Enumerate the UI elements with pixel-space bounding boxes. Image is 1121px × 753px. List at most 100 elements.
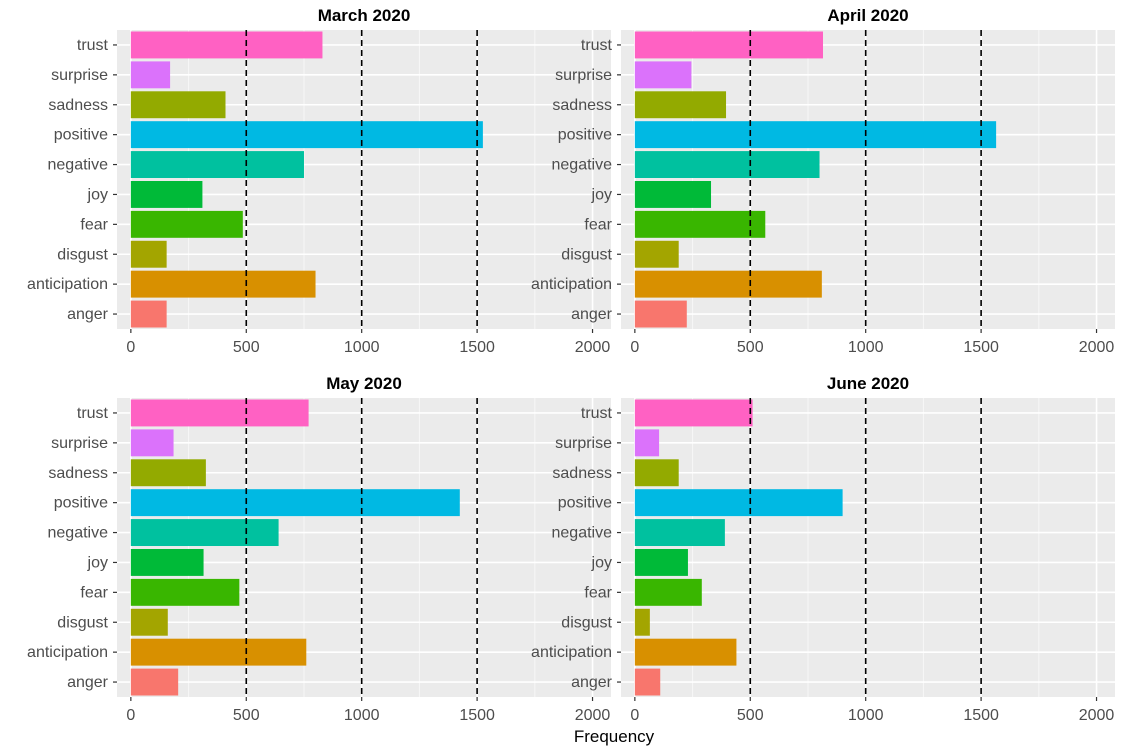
y-tick-label-sadness: sadness [552, 465, 612, 482]
x-tick-label: 1500 [963, 707, 999, 724]
x-tick-label: 1500 [963, 339, 999, 356]
bar-disgust [634, 608, 650, 636]
bar-disgust [130, 240, 167, 268]
y-tick-label-negative: negative [48, 525, 109, 542]
bar-fear [634, 578, 702, 606]
panel-4: trust surprise sadness positive negative joy f… [531, 374, 1115, 724]
y-tick-label-joy: joy [87, 554, 108, 571]
y-tick-label-fear: fear [584, 216, 612, 233]
y-tick-label-anger: anger [571, 306, 613, 323]
x-tick-label: 1000 [848, 339, 884, 356]
y-tick-label-sadness: sadness [552, 97, 612, 114]
x-tick-label: 500 [737, 339, 764, 356]
y-tick-label-joy: joy [87, 186, 108, 203]
y-tick-label-disgust: disgust [57, 246, 108, 263]
y-tick-label-positive: positive [558, 127, 612, 144]
bar-fear [130, 578, 240, 606]
y-tick-label-trust: trust [77, 405, 109, 422]
bar-surprise [130, 429, 174, 457]
y-tick-label-trust: trust [581, 37, 613, 54]
bar-positive [130, 489, 460, 517]
bar-fear [634, 210, 766, 238]
bar-negative [634, 151, 820, 179]
bar-anger [130, 300, 167, 328]
x-tick-label: 0 [630, 707, 639, 724]
y-tick-label-trust: trust [581, 405, 613, 422]
bar-positive [634, 489, 843, 517]
y-tick-label-joy: joy [591, 554, 612, 571]
y-tick-label-fear: fear [584, 584, 612, 601]
y-tick-label-anticipation: anticipation [531, 276, 612, 293]
y-tick-label-anger: anger [571, 674, 613, 691]
bar-disgust [130, 608, 168, 636]
bar-surprise [130, 61, 171, 89]
y-tick-label-sadness: sadness [48, 465, 108, 482]
panel-title: June 2020 [827, 374, 909, 393]
x-tick-label: 1500 [459, 339, 495, 356]
y-tick-label-joy: joy [591, 186, 612, 203]
bar-fear [130, 210, 243, 238]
bar-joy [130, 180, 203, 208]
x-tick-label: 0 [126, 339, 135, 356]
x-tick-label: 0 [126, 707, 135, 724]
y-tick-label-positive: positive [558, 495, 612, 512]
bar-anger [634, 668, 661, 696]
x-tick-label: 2000 [1079, 339, 1115, 356]
y-tick-label-positive: positive [54, 127, 108, 144]
x-tick-label: 1000 [344, 339, 380, 356]
y-tick-label-sadness: sadness [48, 97, 108, 114]
y-tick-label-surprise: surprise [51, 435, 108, 452]
panel-title: March 2020 [318, 6, 411, 25]
bar-negative [130, 151, 304, 179]
y-tick-label-surprise: surprise [555, 67, 612, 84]
y-tick-label-negative: negative [48, 157, 109, 174]
y-tick-label-negative: negative [552, 525, 613, 542]
panel-title: April 2020 [827, 6, 908, 25]
y-tick-label-surprise: surprise [555, 435, 612, 452]
panel-3: trust surprise sadness positive negative joy f… [27, 374, 611, 724]
y-tick-label-trust: trust [77, 37, 109, 54]
bar-positive [130, 121, 483, 149]
y-tick-label-disgust: disgust [57, 614, 108, 631]
x-tick-label: 2000 [575, 339, 611, 356]
y-tick-label-disgust: disgust [561, 614, 612, 631]
bar-sadness [130, 459, 206, 487]
y-tick-label-positive: positive [54, 495, 108, 512]
bar-disgust [634, 240, 679, 268]
panel-2: trust surprise sadness positive negative joy f… [531, 6, 1115, 356]
bar-anger [634, 300, 687, 328]
x-tick-label: 1500 [459, 707, 495, 724]
bar-anticipation [634, 638, 737, 666]
bar-sadness [634, 91, 727, 119]
x-tick-label: 2000 [1079, 707, 1115, 724]
bar-positive [634, 121, 997, 149]
panel-1: trust surprise sadness positive negative joy f… [27, 6, 611, 356]
bar-sadness [130, 91, 226, 119]
x-tick-label: 500 [233, 707, 260, 724]
y-tick-label-anticipation: anticipation [531, 644, 612, 661]
bar-joy [130, 548, 204, 576]
x-tick-label: 1000 [344, 707, 380, 724]
bar-trust [634, 399, 753, 427]
bar-anticipation [634, 270, 822, 298]
y-tick-label-anticipation: anticipation [27, 276, 108, 293]
y-tick-label-anger: anger [67, 674, 109, 691]
x-tick-label: 500 [737, 707, 764, 724]
bar-surprise [634, 61, 692, 89]
x-tick-label: 2000 [575, 707, 611, 724]
y-tick-label-disgust: disgust [561, 246, 612, 263]
y-tick-label-anticipation: anticipation [27, 644, 108, 661]
bar-anticipation [130, 638, 307, 666]
bar-trust [130, 31, 323, 59]
y-tick-label-anger: anger [67, 306, 109, 323]
bar-trust [130, 399, 309, 427]
x-tick-label: 0 [630, 339, 639, 356]
x-tick-label: 1000 [848, 707, 884, 724]
y-tick-label-fear: fear [80, 216, 108, 233]
x-tick-label: 500 [233, 339, 260, 356]
y-tick-label-fear: fear [80, 584, 108, 601]
bar-joy [634, 548, 688, 576]
bar-joy [634, 180, 712, 208]
bar-anticipation [130, 270, 316, 298]
